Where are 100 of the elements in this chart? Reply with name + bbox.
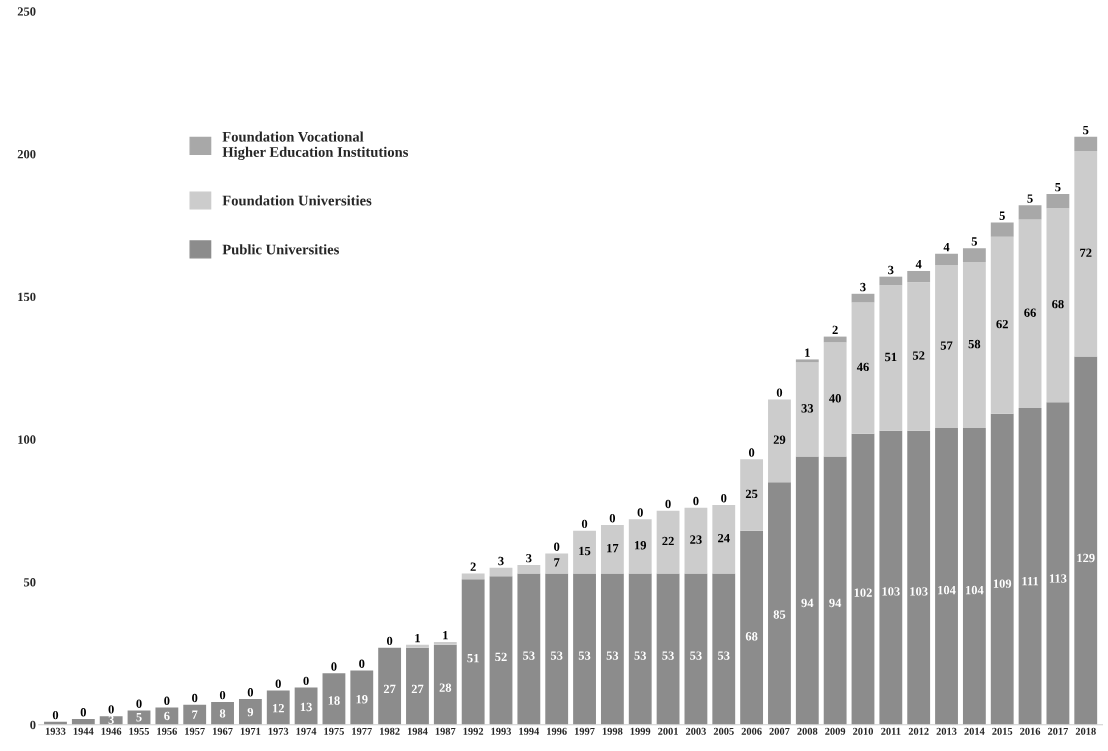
data-label: 33 [801,404,814,413]
x-tick-label: 1996 [547,727,567,735]
x-tick-label: 2008 [797,727,818,735]
x-tick-label: 2017 [1047,727,1069,735]
bar [851,302,875,434]
data-label: 0 [108,705,114,714]
x-tick-label: 2011 [881,727,901,735]
x-tick-label: 1997 [574,727,595,735]
bar [768,399,791,483]
data-label: 22 [662,536,674,546]
data-label: 0 [554,542,560,551]
bar [795,362,819,457]
x-tick-label: 1998 [602,727,623,735]
bar [990,222,1014,237]
data-label: 0 [275,679,281,688]
data-label: 25 [745,489,758,499]
data-label: 129 [1077,553,1095,563]
data-label: 5 [999,211,1005,220]
bar [573,530,596,574]
data-label: 104 [938,585,956,595]
bar [433,641,457,645]
x-tick-label: 2012 [908,727,929,735]
bar [628,573,652,725]
x-tick-label: 1956 [157,727,177,735]
data-label: 0 [581,519,588,529]
data-label: 46 [856,362,869,372]
data-label: 18 [328,696,340,705]
bar [489,576,513,725]
bar [545,553,569,574]
data-label: 3 [498,556,504,566]
data-label: 2 [832,325,838,334]
x-tick-label: 2018 [1075,727,1096,735]
data-label: 29 [773,435,786,444]
data-label: 0 [693,496,699,506]
data-label: 68 [745,632,758,641]
data-label: 72 [1080,248,1092,257]
data-label: 6 [164,711,170,721]
bar [1018,205,1042,220]
data-label: 53 [550,651,563,660]
bar [1074,151,1098,357]
data-label: 7 [192,710,198,719]
data-label: 2 [470,562,476,571]
bar [879,430,903,725]
bar [238,699,262,725]
bar [740,459,764,531]
y-tick-label: 250 [17,7,36,16]
legend-label: Foundation Vocational Higher Education Institutions [222,131,409,160]
x-tick-label: 1957 [185,727,205,735]
x-tick-label: 1984 [407,727,428,735]
data-label: 1 [805,348,810,357]
legend-label: Public Universities [222,244,339,255]
data-label: 4 [915,260,922,269]
x-tick-label: 2016 [1020,727,1041,735]
x-tick-label: 1955 [129,727,150,735]
data-label: 3 [888,265,894,275]
x-tick-label: 2015 [992,727,1013,735]
y-tick-label: 0 [30,720,36,730]
data-label: 0 [303,676,309,686]
data-label: 0 [359,659,365,668]
data-label: 94 [801,598,814,608]
data-label: 40 [829,394,841,403]
data-label: 3 [860,282,866,292]
bar [517,573,541,725]
x-tick-label: 1994 [519,727,540,735]
data-label: 27 [411,684,424,694]
x-tick-label: 1975 [324,727,344,735]
data-label: 19 [634,541,647,550]
bar [1046,193,1070,209]
data-label: 113 [1049,574,1067,583]
bar [712,573,736,725]
bar [461,573,485,580]
bar [573,573,596,725]
data-label: 104 [966,585,984,595]
bar [740,530,764,725]
data-label: 0 [776,388,783,397]
data-label: 27 [383,684,396,694]
x-tick-label: 2010 [853,727,874,735]
bar [684,573,708,725]
bar [656,573,680,725]
bar [406,647,429,725]
bar [935,427,958,725]
data-label: 103 [910,587,928,596]
data-label: 17 [607,543,619,553]
data-label: 53 [523,651,535,660]
x-tick-label: 2014 [964,727,985,735]
bar [907,270,931,283]
bar [962,427,986,725]
bar [517,564,541,574]
data-label: 12 [273,704,284,713]
data-label: 53 [606,651,619,660]
x-tick-label: 2009 [825,727,846,735]
x-tick-label: 1974 [296,727,317,735]
bar [768,482,791,725]
data-label: 4 [943,242,950,252]
x-tick-label: 2003 [685,727,706,735]
bar [266,690,290,725]
bar [628,519,652,574]
data-label: 68 [1052,299,1064,309]
y-tick-label: 200 [17,149,36,159]
x-tick-label: 2001 [658,727,678,735]
